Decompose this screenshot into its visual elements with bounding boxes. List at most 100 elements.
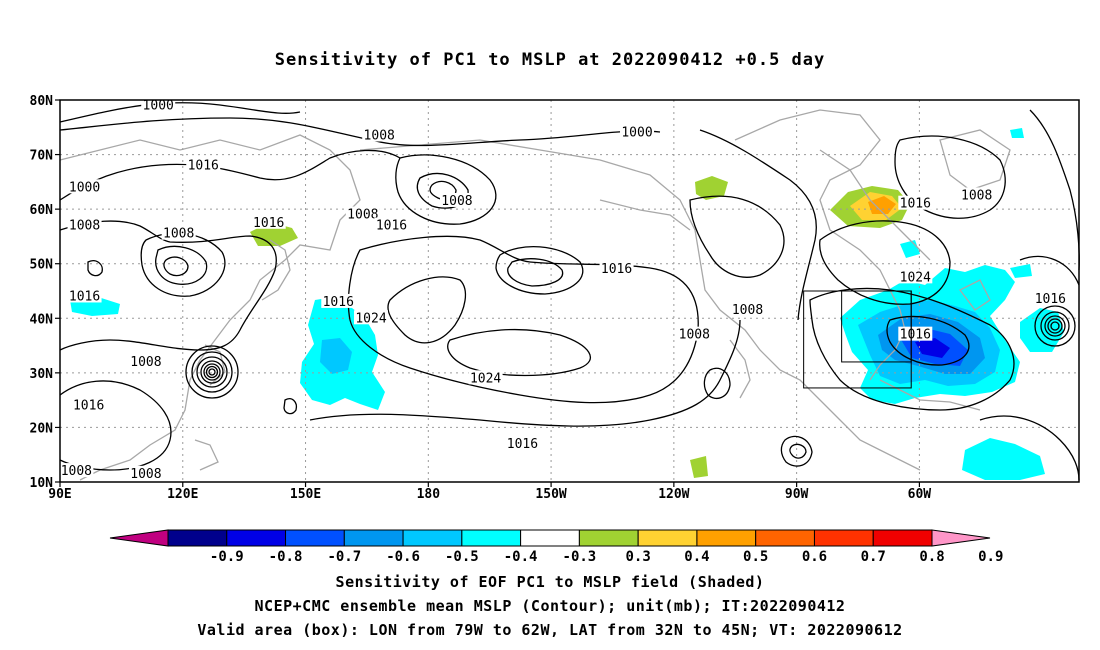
contour-label-bg xyxy=(67,217,102,232)
contour-hurricane-2 xyxy=(1040,311,1070,341)
shade-eastpac-green xyxy=(690,456,708,478)
contour-typhoon-4 xyxy=(200,360,224,384)
contour-label: 1016 xyxy=(601,262,632,277)
contour-label-bg xyxy=(128,465,163,480)
contour-label: 1024 xyxy=(355,311,386,326)
shade-labrador-b xyxy=(1010,264,1032,278)
lon-label: 180 xyxy=(417,487,441,502)
contour-label: 1016 xyxy=(188,158,219,173)
lat-label: 70N xyxy=(30,149,54,164)
lon-label: 150E xyxy=(290,487,321,502)
contour-label: 1016 xyxy=(900,197,931,212)
contour-small-pacific xyxy=(283,398,298,415)
shade-atlantic-max xyxy=(915,338,950,358)
contour-hurricane-1 xyxy=(1034,305,1076,347)
contour-label-bg xyxy=(599,261,634,276)
lon-label: 90E xyxy=(48,487,71,502)
lon-label: 60W xyxy=(908,487,932,502)
contour-label-bg xyxy=(345,206,380,221)
colorbar-label: 0.7 xyxy=(861,549,886,565)
contour-label-bg xyxy=(620,124,655,139)
contour-1024-pacific-east xyxy=(447,328,592,377)
contour-1008-namerica xyxy=(699,129,817,321)
contour-1000-north xyxy=(59,102,301,123)
contour-low-bering-1 xyxy=(395,154,497,225)
colorbar-segment xyxy=(696,529,757,547)
contour-label-bg xyxy=(186,157,221,172)
contour-low-aleutian-2 xyxy=(507,258,564,287)
contour-label-bg xyxy=(141,97,176,112)
lon-label: 150W xyxy=(535,487,566,502)
colorbar-label: 0.4 xyxy=(684,549,709,565)
mslp-contours xyxy=(59,102,1080,481)
map-frame xyxy=(59,99,1080,483)
contour-1016-southeast xyxy=(979,415,1080,481)
contour-label: 1008 xyxy=(441,194,472,209)
shade-alaska-green xyxy=(695,176,728,200)
contour-label: 1016 xyxy=(376,219,407,234)
contour-label-bg xyxy=(67,288,102,303)
contour-hurricane-3 xyxy=(1044,315,1066,337)
contour-label-bg xyxy=(439,192,474,207)
lon-label: 120W xyxy=(658,487,689,502)
footer-line-3: Valid area (box): LON from 79W to 62W, L… xyxy=(197,621,903,639)
contour-label: 1016 xyxy=(73,399,104,414)
contour-label: 1016 xyxy=(69,289,100,304)
colorbar-segment xyxy=(872,529,933,547)
contour-1024-pacific-west xyxy=(387,276,467,344)
colorbar-label: 0.8 xyxy=(919,549,944,565)
contour-low-okhotsk-3 xyxy=(163,256,189,277)
colorbar-label: -0.6 xyxy=(386,549,420,565)
lon-label: 90W xyxy=(785,487,809,502)
colorbar-segment xyxy=(637,529,698,547)
contour-label-bg xyxy=(362,127,397,142)
contour-label-bg xyxy=(71,397,106,412)
contour-label: 1000 xyxy=(69,180,100,195)
lat-label: 20N xyxy=(30,421,54,436)
contour-label-bg xyxy=(898,269,933,284)
colorbar-label: -0.9 xyxy=(210,549,244,565)
contour-label-bg xyxy=(898,195,933,210)
contour-1008-greenland xyxy=(894,135,1006,219)
contour-label-bg xyxy=(1033,291,1068,306)
contour-typhoon-5 xyxy=(203,363,221,381)
contour-label: 1000 xyxy=(143,98,174,113)
shade-atlantic-south xyxy=(962,438,1045,480)
colorbar-label: 0.3 xyxy=(626,549,651,565)
contour-hurricane-4 xyxy=(1047,318,1063,334)
contour-typhoon-3 xyxy=(196,356,228,388)
contour-label-bg xyxy=(321,293,356,308)
contour-label-bg xyxy=(898,326,933,341)
contour-label-bg xyxy=(354,310,389,325)
contour-label-bg xyxy=(374,217,409,232)
colorbar-label: -0.3 xyxy=(563,549,597,565)
contour-label: 1016 xyxy=(1035,292,1066,307)
colorbar-label: -0.4 xyxy=(504,549,538,565)
map-axes: 10N 20N 30N 40N 50N 60N 70N 80N 90E 120E 150E 180 15… xyxy=(30,94,932,502)
colorbar-segment xyxy=(461,529,522,547)
contour-low-eastpac-1 xyxy=(780,435,813,467)
contour-low-alaska xyxy=(689,195,785,278)
plot-title: Sensitivity of PC1 to MSLP at 2022090412… xyxy=(274,50,826,70)
contour-label-bg xyxy=(161,225,196,240)
contour-1016-scs xyxy=(59,380,172,471)
contour-label: 1024 xyxy=(470,371,501,386)
contour-typhoon-1 xyxy=(185,345,239,399)
shade-pacific-west-core xyxy=(320,338,352,374)
colorbar-segment xyxy=(520,529,580,547)
lat-label: 10N xyxy=(30,476,54,491)
footer-line-1: Sensitivity of EOF PC1 to MSLP field (Sh… xyxy=(335,573,765,591)
contour-small-asia xyxy=(87,260,103,277)
lat-label: 40N xyxy=(30,312,54,327)
contour-low-okhotsk-2 xyxy=(155,245,208,285)
contour-hurricane-5 xyxy=(1050,321,1060,331)
contour-label: 1008 xyxy=(130,355,161,370)
contour-1024-canada xyxy=(819,220,951,305)
colorbar-max-triangle xyxy=(931,529,991,547)
contour-low-aleutian-1 xyxy=(495,246,584,295)
contour-1016-atlantic-inner xyxy=(886,315,970,366)
contour-label-bg xyxy=(251,214,286,229)
contour-label: 1016 xyxy=(900,328,931,343)
